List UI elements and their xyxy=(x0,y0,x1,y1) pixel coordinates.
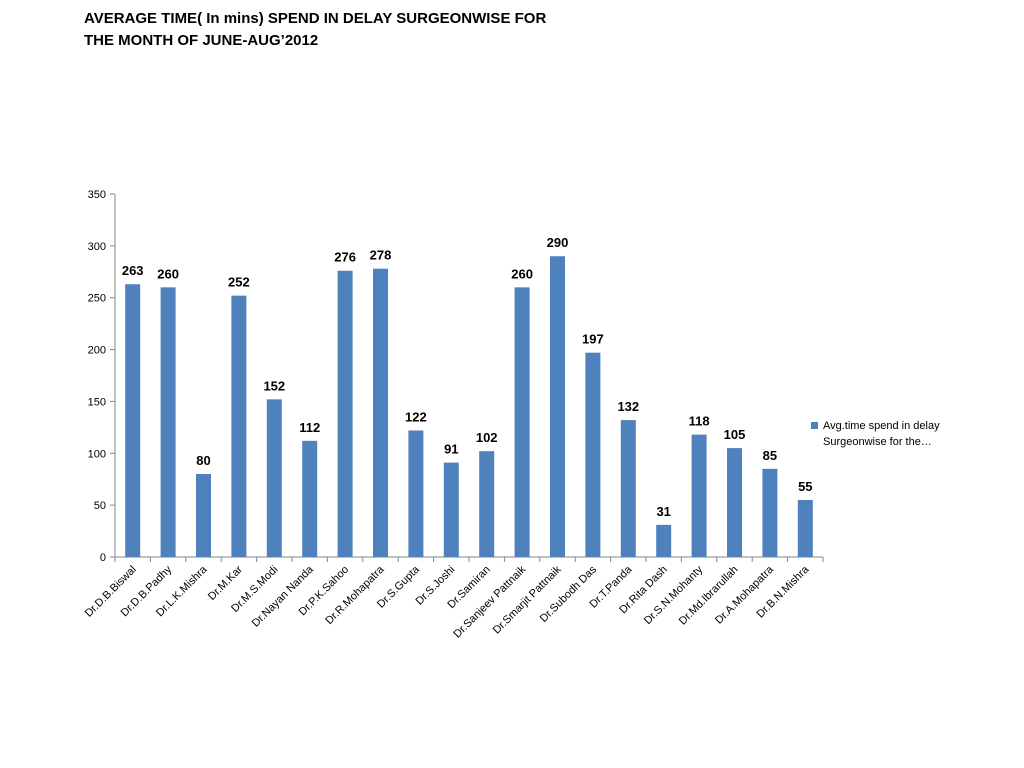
data-label: 31 xyxy=(656,504,670,519)
bar xyxy=(373,268,388,557)
bar xyxy=(196,474,211,557)
y-tick-label: 100 xyxy=(88,448,106,460)
bar xyxy=(160,287,176,557)
data-label: 80 xyxy=(196,453,210,468)
y-tick-label: 150 xyxy=(88,396,106,408)
data-label: 91 xyxy=(444,442,458,457)
data-label: 260 xyxy=(157,266,179,281)
y-tick-label: 50 xyxy=(94,500,106,512)
bar xyxy=(620,420,636,557)
bar xyxy=(691,434,707,557)
bar xyxy=(443,462,459,557)
chart-title-line-1: AVERAGE TIME( In mins) SPEND IN DELAY SU… xyxy=(84,10,547,27)
bar xyxy=(656,524,672,557)
bar xyxy=(797,499,813,557)
y-tick-label: 350 xyxy=(88,189,106,201)
data-label: 55 xyxy=(798,479,812,494)
y-tick-label: 250 xyxy=(88,293,106,305)
data-label: 118 xyxy=(689,414,710,429)
data-label: 85 xyxy=(763,448,777,463)
data-label: 263 xyxy=(122,263,144,278)
legend-label-line-1: Avg.time spend in delay xyxy=(823,420,940,432)
bar xyxy=(762,468,778,557)
data-label: 290 xyxy=(547,235,569,250)
data-label: 102 xyxy=(476,430,498,445)
category-label: Dr.Nayan Nanda xyxy=(250,563,317,630)
chart-title: AVERAGE TIME( In mins) SPEND IN DELAY SU… xyxy=(84,8,644,52)
data-label: 122 xyxy=(405,409,427,424)
bar xyxy=(479,451,495,557)
bar xyxy=(231,295,247,557)
chart-title-line-2: THE MONTH OF JUNE-AUG’2012 xyxy=(84,32,319,49)
bar xyxy=(727,448,742,557)
data-label: 278 xyxy=(370,248,392,263)
data-label: 260 xyxy=(511,266,533,281)
data-label: 105 xyxy=(724,427,746,442)
data-label: 132 xyxy=(617,399,639,414)
y-tick-label: 0 xyxy=(100,552,106,564)
data-label: 152 xyxy=(263,378,285,393)
legend-label-line-2: Surgeonwise for the… xyxy=(823,436,932,448)
data-label: 276 xyxy=(334,250,356,265)
data-label: 252 xyxy=(228,275,250,290)
bar xyxy=(408,430,424,557)
legend: Avg.time spend in delay Surgeonwise for … xyxy=(811,418,971,450)
data-label: 112 xyxy=(299,420,320,435)
bar xyxy=(585,352,601,557)
legend-swatch xyxy=(811,422,818,429)
bar xyxy=(550,256,565,557)
y-tick-label: 200 xyxy=(88,345,106,357)
bar xyxy=(125,284,141,557)
bar xyxy=(514,287,530,557)
y-tick-label: 300 xyxy=(88,241,106,253)
bar xyxy=(302,440,318,557)
bar xyxy=(266,399,282,557)
bar xyxy=(337,270,353,557)
data-label: 197 xyxy=(582,332,604,347)
